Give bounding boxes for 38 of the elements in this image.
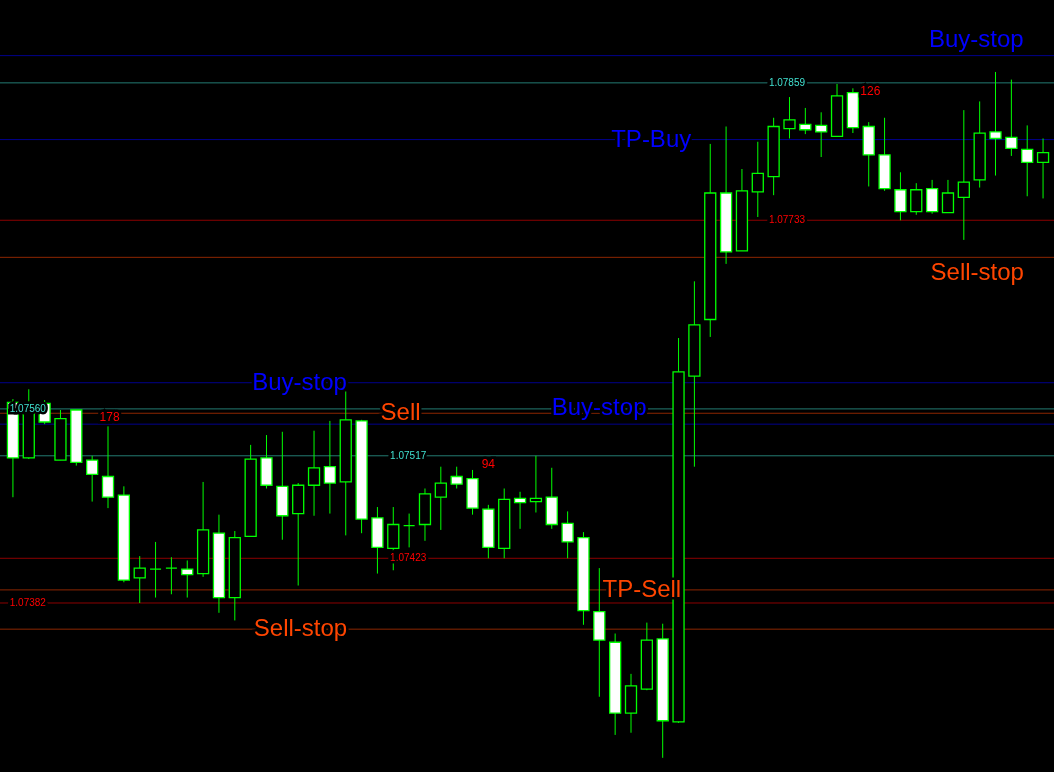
ref-line-label: Buy-stop <box>252 367 347 395</box>
candlestick <box>323 420 337 515</box>
candlestick <box>101 425 115 509</box>
candlestick <box>783 96 796 139</box>
candlestick <box>910 182 923 216</box>
candlestick <box>434 466 447 531</box>
candlestick <box>1005 79 1018 157</box>
ref-line-label: Sell-stop <box>930 258 1024 286</box>
candlestick <box>989 71 1002 177</box>
candlestick <box>561 510 574 559</box>
ref-line-label: Buy-stop <box>551 393 647 421</box>
annotation: 178 <box>99 409 120 424</box>
ref-line-label: TP-Buy <box>611 124 692 152</box>
ref-line-label: Buy-stop <box>928 24 1024 52</box>
ref-line-label: 1.07517 <box>390 449 427 461</box>
candlestick <box>1021 124 1034 197</box>
candlestick <box>149 541 162 599</box>
candlestick <box>941 179 955 214</box>
candlestick <box>133 555 146 604</box>
candlestick <box>307 430 321 517</box>
candlestick <box>1036 137 1050 199</box>
candlestick <box>86 455 99 503</box>
ref-line-label: 1.07382 <box>9 596 47 608</box>
annotation: 94 <box>481 456 496 471</box>
candlestick <box>402 513 416 548</box>
ref-line-label: 1.07859 <box>768 76 806 88</box>
candlestick <box>894 171 907 221</box>
annotation: 126 <box>860 83 881 98</box>
candlestick <box>450 466 463 489</box>
candlestick <box>165 556 178 595</box>
candlestick <box>815 111 828 158</box>
candlestick <box>751 141 764 218</box>
candlestick <box>957 109 970 241</box>
candlestick <box>925 179 939 215</box>
ref-line-label: Sell-stop <box>253 614 348 642</box>
ref-line-label: Sell <box>380 398 421 426</box>
ref-line-label: 1.07560 <box>9 402 47 414</box>
ref-line-label: 1.07733 <box>768 214 806 226</box>
